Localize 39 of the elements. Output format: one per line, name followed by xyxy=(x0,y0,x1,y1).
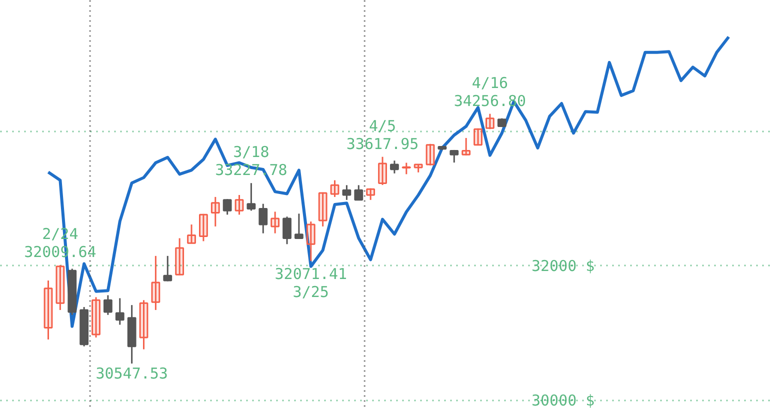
candlestick xyxy=(163,255,172,282)
annotation: 4/5 33617.95 xyxy=(346,116,419,153)
candlestick xyxy=(103,294,112,316)
candlestick xyxy=(258,203,268,234)
annotation: 32071.41 3/25 xyxy=(274,264,348,301)
y-tick-label: 30000 $ xyxy=(532,391,595,410)
annotation: 4/16 34256.80 xyxy=(454,74,526,110)
candlestick xyxy=(426,143,435,166)
candlestick xyxy=(187,224,196,244)
candlestick xyxy=(210,196,220,228)
annotation: 30547.53 xyxy=(96,364,168,383)
candlestick xyxy=(366,188,376,201)
candlestick xyxy=(486,113,494,130)
candlestick xyxy=(330,180,340,198)
candlestick xyxy=(246,182,256,212)
candlestick xyxy=(378,156,387,186)
candlestick xyxy=(342,184,352,201)
candlestick xyxy=(450,149,459,164)
candlestick xyxy=(175,237,184,276)
candlestick xyxy=(198,213,208,242)
candlestick xyxy=(282,216,292,245)
candlestick xyxy=(294,212,304,240)
candlestick xyxy=(44,280,53,340)
candlestick xyxy=(474,128,482,146)
candlestick xyxy=(115,297,124,326)
candlestick xyxy=(318,192,328,228)
candlestick xyxy=(270,210,280,234)
candlestick xyxy=(92,296,100,338)
candlestick xyxy=(139,299,148,350)
candlestick xyxy=(222,198,232,216)
candlestick xyxy=(390,160,399,174)
candlestick xyxy=(151,255,160,311)
candlestick xyxy=(56,264,65,311)
candlestick xyxy=(414,164,423,174)
candlestick xyxy=(402,162,411,175)
candlestick xyxy=(462,137,471,156)
candlestick xyxy=(234,194,244,216)
candlestick xyxy=(306,220,316,262)
y-tick-label: 32000 $ xyxy=(532,256,595,275)
